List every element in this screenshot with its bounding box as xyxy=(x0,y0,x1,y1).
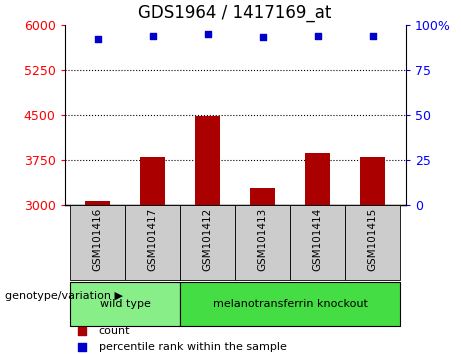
Text: GSM101416: GSM101416 xyxy=(93,208,102,271)
Bar xyxy=(140,157,165,205)
Text: genotype/variation ▶: genotype/variation ▶ xyxy=(5,291,123,301)
Point xyxy=(369,33,376,39)
Bar xyxy=(290,205,345,280)
Text: wild type: wild type xyxy=(100,299,150,309)
Text: melanotransferrin knockout: melanotransferrin knockout xyxy=(213,299,367,309)
Bar xyxy=(345,205,400,280)
Point xyxy=(259,35,266,40)
Bar xyxy=(305,153,330,205)
Bar xyxy=(235,205,290,280)
Text: GSM101412: GSM101412 xyxy=(202,208,213,271)
Point xyxy=(204,31,211,37)
Point xyxy=(78,344,85,350)
Point xyxy=(314,33,321,39)
Point xyxy=(149,33,156,39)
Point xyxy=(94,36,101,42)
Bar xyxy=(180,282,400,326)
Point xyxy=(78,328,85,334)
Text: percentile rank within the sample: percentile rank within the sample xyxy=(99,342,287,352)
Text: count: count xyxy=(99,326,130,336)
Text: GSM101413: GSM101413 xyxy=(258,208,268,271)
Bar xyxy=(70,282,180,326)
Bar xyxy=(85,201,110,205)
Text: GSM101417: GSM101417 xyxy=(148,208,158,271)
Bar xyxy=(70,205,125,280)
Bar xyxy=(180,205,235,280)
Bar xyxy=(361,157,385,205)
Text: GSM101415: GSM101415 xyxy=(368,208,378,271)
Title: GDS1964 / 1417169_at: GDS1964 / 1417169_at xyxy=(138,4,332,22)
Bar xyxy=(125,205,180,280)
Text: GSM101414: GSM101414 xyxy=(313,208,323,271)
Bar xyxy=(195,116,220,205)
Bar xyxy=(250,188,275,205)
